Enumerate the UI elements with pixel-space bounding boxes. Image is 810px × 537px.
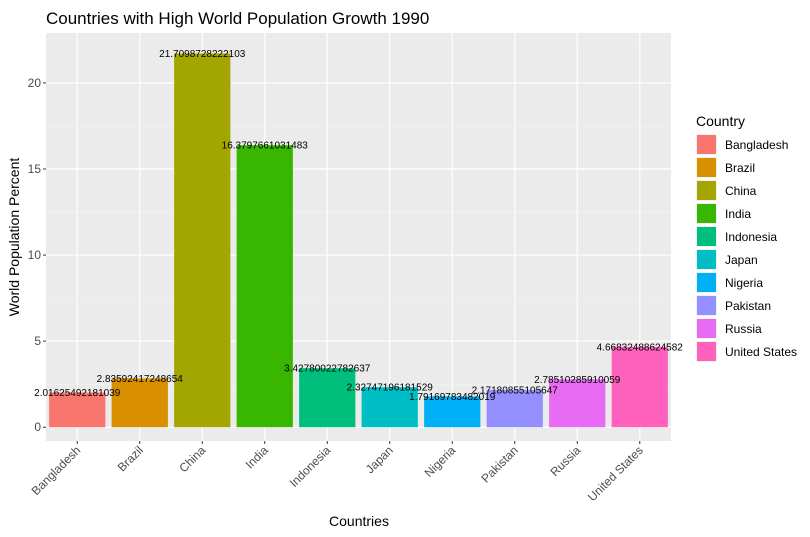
data-label: 2.32747196181529	[347, 383, 434, 394]
x-tick-label: Nigeria	[422, 443, 459, 480]
bar-india	[236, 145, 293, 428]
legend-swatch	[697, 227, 716, 246]
y-tick-label: 20	[28, 76, 42, 90]
bar-pakistan	[486, 389, 543, 428]
bar-united-states	[611, 346, 668, 428]
bar-russia	[549, 379, 606, 428]
data-label: 2.01625492181039	[34, 388, 121, 399]
bar-china	[174, 53, 231, 428]
y-tick-label: 15	[28, 162, 42, 176]
y-axis-title: World Population Percent	[6, 158, 22, 317]
legend-label: Brazil	[725, 161, 755, 175]
bar-brazil	[111, 378, 168, 428]
legend-swatch	[697, 250, 716, 269]
bar-japan	[361, 387, 418, 428]
bar-nigeria	[424, 396, 481, 428]
x-tick-label: Pakistan	[478, 443, 520, 485]
legend-label: Bangladesh	[725, 138, 788, 152]
legend-label: Russia	[725, 322, 762, 336]
legend-swatch	[697, 181, 716, 200]
legend-swatch	[697, 273, 716, 292]
x-axis-ticks: Bangladesh Brazil China India Indonesia Japan…	[29, 441, 646, 504]
legend-swatch	[697, 204, 716, 223]
data-label: 3.42780022782637	[284, 364, 371, 375]
data-labels: 2.01625492181039 2.83592417248654 21.70987…	[34, 49, 683, 403]
legend-label: Pakistan	[725, 299, 771, 313]
x-tick-label: India	[243, 443, 272, 472]
legend-title: Country	[696, 113, 745, 129]
legend: Country Bangladesh Brazil China India Indone…	[696, 113, 797, 362]
legend-label: Japan	[725, 253, 758, 267]
x-axis-title: Countries	[329, 513, 389, 529]
x-tick-label: Russia	[548, 443, 584, 479]
data-label: 2.78510285910059	[534, 375, 621, 386]
legend-label: Indonesia	[725, 230, 777, 244]
legend-label: United States	[725, 345, 797, 359]
data-label: 21.7098728222103	[159, 49, 246, 60]
data-label: 2.17180855105647	[472, 385, 559, 396]
bar-bangladesh	[49, 392, 106, 428]
y-tick-label: 5	[34, 334, 41, 348]
x-tick-label: Brazil	[115, 443, 146, 474]
legend-swatch	[697, 135, 716, 154]
legend-swatch	[697, 296, 716, 315]
legend-swatch	[697, 158, 716, 177]
x-tick-label: Japan	[363, 443, 396, 476]
y-axis-ticks: 0 5 10 15 20	[28, 76, 46, 434]
data-label: 4.66832488624582	[597, 342, 684, 353]
legend-swatch	[697, 319, 716, 338]
legend-swatch	[697, 342, 716, 361]
data-label: 2.83592417248654	[97, 374, 184, 385]
bar-indonesia	[299, 368, 356, 428]
legend-label: China	[725, 184, 757, 198]
plot-panel	[46, 33, 671, 441]
x-tick-label: China	[176, 443, 208, 475]
y-tick-label: 10	[28, 248, 42, 262]
data-label: 16.3797661031483	[222, 141, 309, 152]
x-tick-label: United States	[585, 443, 646, 504]
x-tick-label: Bangladesh	[29, 443, 84, 498]
legend-label: Nigeria	[725, 276, 763, 290]
x-tick-label: Indonesia	[287, 443, 334, 490]
legend-label: India	[725, 207, 751, 221]
data-label: 1.79169783482019	[409, 392, 496, 403]
chart-title: Countries with High World Population Gro…	[46, 9, 429, 28]
y-tick-label: 0	[34, 420, 41, 434]
bars	[49, 53, 668, 428]
